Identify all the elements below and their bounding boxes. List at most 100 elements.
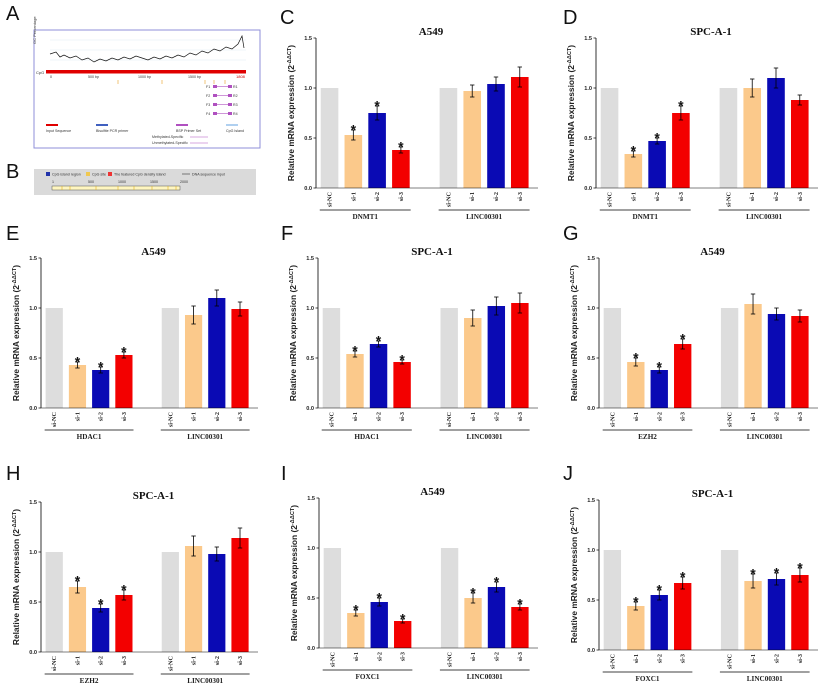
significance-star: * [633,594,639,610]
chart-title: SPC-A-1 [411,246,453,258]
scale-1: 1 [52,180,54,184]
primer-pair-1: F1 R1 [206,85,238,89]
category-label: si-NC [51,412,58,427]
legend-cpg-island: CpG Island [226,129,244,133]
significance-star: * [398,139,404,155]
bar-si-nc-lncrna [720,308,739,408]
group-label-lncrna: LINC00301 [187,433,223,441]
significance-star: * [517,596,523,612]
category-label: si-3 [797,412,804,421]
bar-si-3-gene [115,355,133,408]
category-label: si-2 [773,192,780,201]
significance-star: * [353,602,359,618]
significance-star: * [494,574,500,590]
significance-star: * [98,359,104,375]
category-label: si-NC [727,412,734,427]
significance-star: * [351,122,357,138]
y-tick-label: 0.5 [587,598,595,604]
category-label: si-1 [191,412,198,421]
category-label: si-1 [74,412,81,421]
y-tick-label: 0.5 [307,596,315,602]
panel-d-label: D [563,7,577,29]
bar-si-1-lncrna [184,546,203,652]
category-label: si-2 [773,412,780,421]
category-label: si-1 [352,412,359,421]
scale-1000: 1000 [118,180,126,184]
group-label-lncrna: LINC00301 [187,677,223,685]
category-label: si-1 [749,192,756,201]
bar-si-2-gene [92,608,110,652]
bar-si-nc-gene [600,88,619,188]
bar-si-2-lncrna [487,84,505,188]
y-tick-label: 1.5 [306,256,314,262]
y-tick-label: 0.5 [304,136,312,142]
legend-bsp-primer-set: BSP Primer Set [176,129,201,133]
panel-b-legend: CpG island region CpG site The featured … [46,172,225,177]
significance-star: * [374,98,380,114]
legend-unmethylated-specific: Unmethylated-Specific [152,141,188,145]
group-label-lncrna: LINC00301 [466,213,502,221]
bar-si-1-lncrna [464,598,482,648]
bar-si-3-gene [394,621,412,648]
bar-si-3-gene [674,583,692,650]
bar-si-3-lncrna [790,100,809,188]
category-label: si-NC [51,656,58,671]
bar-si-3-gene [674,344,692,408]
bar-si-2-lncrna [767,78,785,188]
y-tick-label: 0.5 [306,356,314,362]
category-label: si-2 [493,192,500,201]
cpg-scale: 1 500 1000 1500 2000 [52,180,188,184]
bar-si-nc-lncrna [720,550,739,650]
significance-star: * [774,565,780,581]
category-label: si-3 [121,412,128,421]
bar-si-3-gene [115,595,133,652]
category-label: si-2 [214,656,221,665]
category-label: si-1 [750,654,757,663]
panel-b: B CpG island region CpG site The feature… [6,161,256,195]
y-tick-label: 0.5 [29,600,37,606]
y-tick-label: 0.0 [307,646,315,652]
bar-si-1-lncrna [744,304,762,408]
scale-1500: 1500 [150,180,158,184]
category-label: si-2 [376,412,383,421]
group-label-gene: HDAC1 [77,433,102,441]
legend-cpg-island-region: CpG island region [52,173,81,177]
legend-cpg-density-island: The featured CpG density island [114,173,166,177]
tick-0: 0 [50,75,52,79]
category-label: si-NC [609,654,616,669]
bar-si-3-gene [393,362,411,408]
bar-si-2-lncrna [208,298,226,408]
bar-si-1-gene [68,587,87,652]
category-label: si-2 [98,656,105,665]
y-tick-label: 1.0 [306,306,314,312]
significance-star: * [352,343,358,359]
bar-si-2-gene [650,595,668,650]
bar-si-nc-lncrna [161,552,179,652]
bar-si-nc-lncrna [161,308,179,408]
bar-si-1-gene [627,362,645,408]
bar-si-nc-lncrna [719,88,738,188]
y-tick-label: 0.0 [29,650,37,656]
chart-title: A549 [700,246,725,258]
significance-star: * [750,566,756,582]
significance-star: * [376,333,382,349]
legend-bisulfite-primer: Bisulfite PCR primer [96,129,129,133]
legend-cpg-site: CpG site [92,173,106,177]
group-label-gene: HDAC1 [354,433,379,441]
significance-star: * [75,573,81,589]
y-axis-label: Relative mRNA expression (2-ΔΔCT) [569,507,579,643]
significance-star: * [797,560,803,576]
category-label: si-NC [167,656,174,671]
significance-star: * [654,130,660,146]
category-label: si-1 [633,412,640,421]
bar-si-2-lncrna [208,554,226,652]
bar-si-3-lncrna [791,575,809,650]
svg-text:F3: F3 [206,103,210,107]
y-tick-label: 1.0 [584,86,592,92]
category-label: si-NC [167,412,174,427]
bar-si-1-gene [347,613,365,648]
significance-star: * [399,352,405,368]
svg-text:R3: R3 [233,103,238,107]
bar-si-2-gene [368,113,386,188]
y-tick-label: 1.5 [307,496,315,502]
